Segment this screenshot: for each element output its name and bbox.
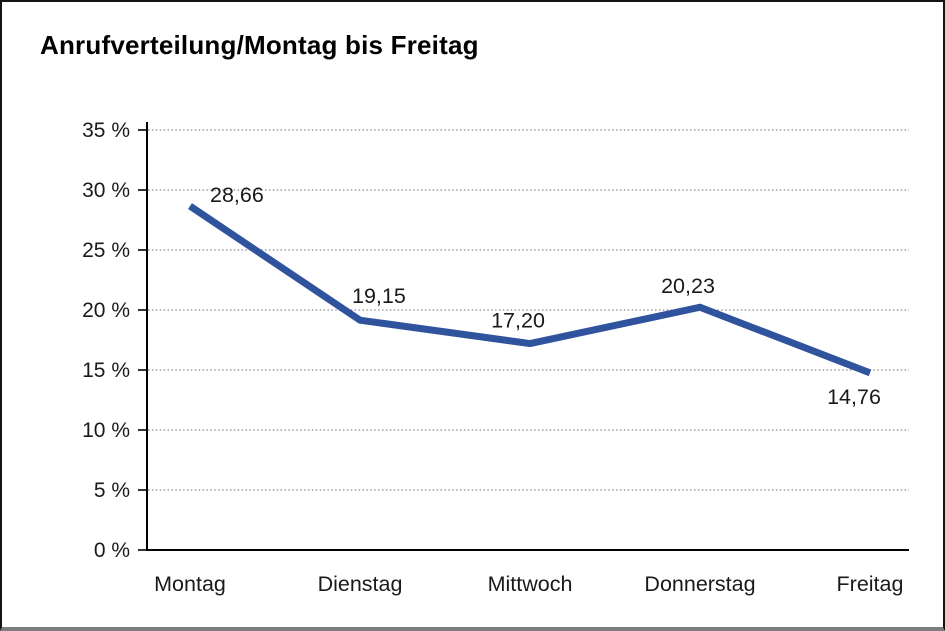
- x-category-label: Dienstag: [318, 572, 403, 596]
- x-category-label: Montag: [154, 572, 226, 596]
- x-category-label: Mittwoch: [488, 572, 573, 596]
- chart-title: Anrufverteilung/Montag bis Freitag: [40, 30, 479, 60]
- data-point-label: 14,76: [827, 385, 881, 409]
- y-tick-label: 25 %: [82, 239, 130, 262]
- y-tick-label: 20 %: [82, 299, 130, 322]
- y-tick-label: 0 %: [94, 539, 130, 562]
- data-point-label: 17,20: [491, 309, 545, 333]
- data-point-label: 20,23: [661, 274, 715, 298]
- y-tick-label: 15 %: [82, 359, 130, 382]
- data-series-line: [188, 203, 872, 377]
- y-tick-label: 30 %: [82, 179, 130, 202]
- y-tick-label: 10 %: [82, 419, 130, 442]
- data-point-label: 28,66: [210, 183, 264, 207]
- x-category-label: Donnerstag: [644, 572, 755, 596]
- x-category-label: Freitag: [837, 572, 904, 596]
- data-point-label: 19,15: [352, 284, 406, 308]
- y-tick-label: 35 %: [82, 119, 130, 142]
- y-tick-label: 5 %: [94, 479, 130, 502]
